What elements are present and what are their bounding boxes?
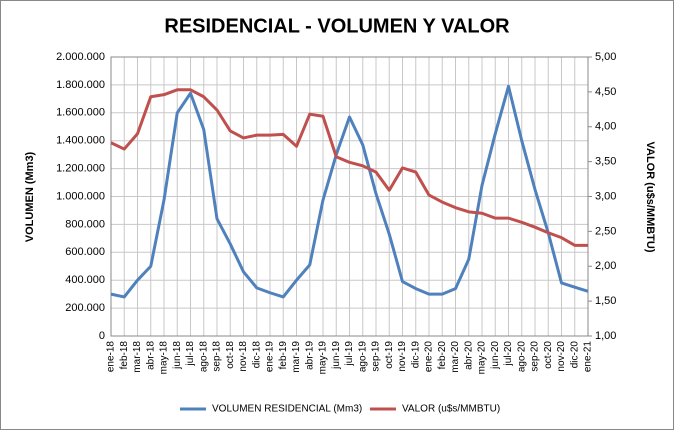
y-tick-label: 600.000 — [65, 246, 105, 258]
x-tick-label: ago-20 — [516, 341, 527, 373]
y2-axis-title: VALOR (u$s/MMBTU) — [644, 141, 656, 252]
x-tick-label: feb-18 — [119, 341, 130, 370]
x-tick-label: may-18 — [159, 341, 170, 375]
y-tick-label: 1.600.000 — [56, 107, 105, 119]
x-tick-label: abr-20 — [463, 341, 474, 370]
y-tick-label: 1.200.000 — [56, 163, 105, 175]
y-tick-label: 800.000 — [65, 218, 105, 230]
x-tick-label: oct-18 — [225, 341, 236, 369]
x-tick-label: jun-20 — [490, 341, 501, 370]
x-tick-label: dic-20 — [569, 341, 580, 369]
x-tick-label: sep-18 — [212, 341, 223, 372]
x-tick-label: ago-18 — [198, 341, 209, 373]
x-tick-label: mar-18 — [132, 341, 143, 373]
x-tick-label: ene-18 — [106, 341, 117, 373]
x-tick-label: sep-20 — [530, 341, 541, 372]
x-tick-label: feb-19 — [278, 341, 289, 370]
x-tick-label: oct-20 — [543, 341, 554, 369]
y2-tick-label: 2,50 — [595, 225, 616, 237]
x-tick-label: ene-19 — [265, 341, 276, 373]
y-tick-label: 0 — [99, 330, 105, 342]
y-tick-label: 1.800.000 — [56, 79, 105, 91]
x-tick-label: mar-19 — [291, 341, 302, 373]
x-tick-label: sep-19 — [371, 341, 382, 372]
y2-tick-label: 3,50 — [595, 156, 616, 168]
x-tick-label: dic-18 — [251, 341, 262, 369]
y2-tick-label: 1,00 — [595, 330, 616, 342]
x-tick-label: abr-18 — [145, 341, 156, 370]
x-tick-label: feb-20 — [437, 341, 448, 370]
y2-tick-label: 2,00 — [595, 260, 616, 272]
y2-tick-label: 3,00 — [595, 190, 616, 202]
x-tick-label: abr-19 — [304, 341, 315, 370]
x-tick-label: jul-20 — [503, 341, 514, 367]
y2-tick-label: 1,50 — [595, 295, 616, 307]
y2-tick-label: 5,00 — [595, 51, 616, 63]
x-tick-label: mar-20 — [450, 341, 461, 373]
y-axis-title: VOLUMEN (Mm3) — [24, 151, 36, 242]
legend-label: VALOR (u$s/MMBTU) — [402, 404, 500, 415]
x-tick-label: nov-20 — [556, 341, 567, 372]
series-line — [110, 88, 588, 247]
plot-area — [110, 56, 589, 337]
x-tick-label: nov-18 — [238, 341, 249, 372]
x-tick-label: dic-19 — [410, 341, 421, 369]
x-tick-label: ene-21 — [583, 341, 594, 373]
legend-label: VOLUMEN RESIDENCIAL (Mm3) — [212, 404, 362, 415]
series-line — [110, 84, 589, 299]
x-tick-label: ago-19 — [357, 341, 368, 373]
y2-tick-label: 4,00 — [595, 121, 616, 133]
x-tick-label: jun-19 — [331, 341, 342, 370]
chart-title: RESIDENCIAL - VOLUMEN Y VALOR — [164, 15, 510, 37]
x-tick-label: jun-18 — [172, 341, 183, 370]
x-tick-label: jul-18 — [185, 341, 196, 367]
x-tick-label: nov-19 — [397, 341, 408, 372]
y-tick-label: 1.000.000 — [56, 190, 105, 202]
x-tick-label: ene-20 — [424, 341, 435, 373]
y2-tick-label: 4,50 — [595, 86, 616, 98]
y-tick-label: 400.000 — [65, 274, 105, 286]
x-tick-label: jul-19 — [344, 341, 355, 367]
y-tick-label: 1.400.000 — [56, 135, 105, 147]
x-tick-label: may-20 — [477, 341, 488, 375]
y-tick-label: 200.000 — [65, 302, 105, 314]
x-tick-label: oct-19 — [384, 341, 395, 369]
y-tick-label: 2.000.000 — [56, 51, 105, 63]
x-tick-label: may-19 — [318, 341, 329, 375]
